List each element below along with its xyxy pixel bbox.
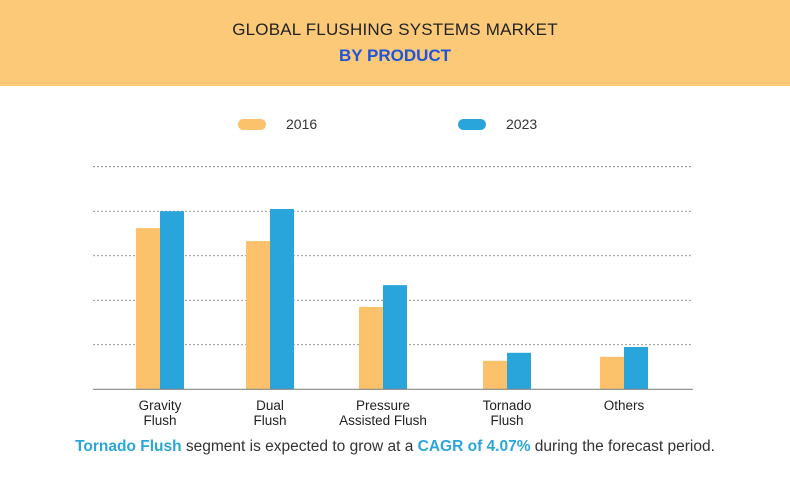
bar-2023-4 xyxy=(624,347,648,390)
footer-highlight-segment: Tornado Flush xyxy=(75,438,182,455)
x-tick-label-line: Flush xyxy=(253,413,287,428)
x-tick-label-line: Assisted Flush xyxy=(339,413,427,428)
footer-text-1: segment is expected to grow at a xyxy=(181,438,418,455)
x-tick-label: Tornado Flush xyxy=(447,398,567,428)
legend-item-2016: 2016 xyxy=(238,116,317,132)
footer-highlight-cagr: CAGR of 4.07% xyxy=(417,438,531,455)
bar-2023-1 xyxy=(270,208,294,390)
x-tick-label: Pressure Assisted Flush xyxy=(323,398,443,428)
legend-swatch-2023 xyxy=(458,118,486,130)
x-tick-label-line: Others xyxy=(603,398,645,413)
bar-2023-2 xyxy=(383,285,407,390)
x-tick-label-line: Gravity xyxy=(138,398,182,413)
bar-2016-4 xyxy=(600,356,624,390)
footer-note: Tornado Flush segment is expected to gro… xyxy=(0,438,790,456)
header-banner: GLOBAL FLUSHING SYSTEMS MARKET BY PRODUC… xyxy=(0,0,790,86)
x-tick-label-line: Flush xyxy=(490,413,524,428)
x-tick-label-line: Tornado xyxy=(482,398,532,413)
bar-2023-0 xyxy=(160,211,184,390)
bar-2016-3 xyxy=(483,360,507,390)
x-tick-label-line: Dual xyxy=(256,398,284,413)
legend-label-2023: 2023 xyxy=(506,116,538,132)
bar-2016-1 xyxy=(246,241,270,390)
x-tick-label: Dual Flush xyxy=(210,398,330,428)
footer-text-2: during the forecast period. xyxy=(530,438,715,455)
legend-swatch-2016 xyxy=(238,118,266,130)
x-tick-label: Others xyxy=(564,398,684,413)
chart-title: GLOBAL FLUSHING SYSTEMS MARKET xyxy=(232,20,558,39)
bar-2016-2 xyxy=(359,306,383,390)
x-tick-label-line: Flush xyxy=(143,413,177,428)
bar-2016-0 xyxy=(136,228,160,390)
bar-2023-3 xyxy=(507,352,531,390)
chart-subtitle: BY PRODUCT xyxy=(338,46,452,65)
x-tick-label-line: Pressure xyxy=(355,398,411,413)
x-tick-label: Gravity Flush xyxy=(100,398,220,428)
legend-label-2016: 2016 xyxy=(286,116,318,132)
legend-item-2023: 2023 xyxy=(458,116,537,132)
